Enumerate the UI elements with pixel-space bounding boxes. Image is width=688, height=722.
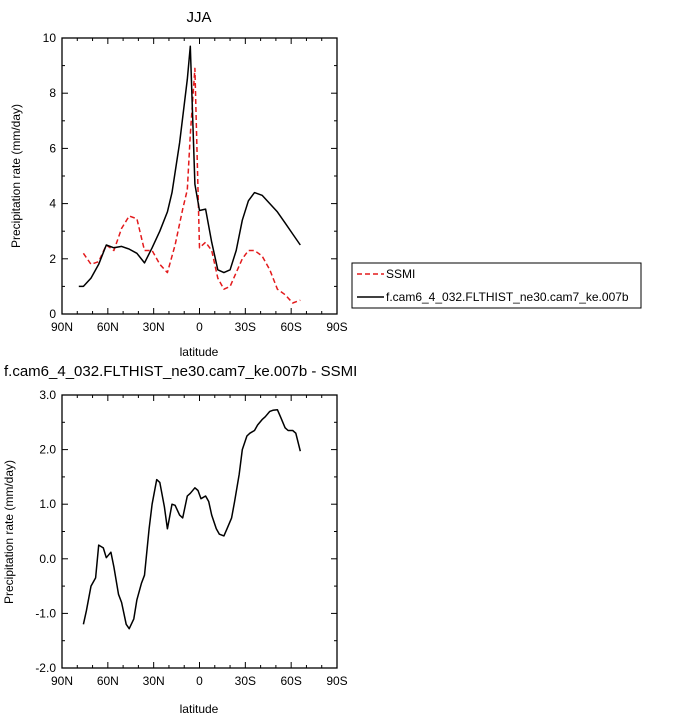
y-tick-label: -1.0 (35, 606, 56, 620)
x-tick-label: 30N (143, 674, 165, 688)
x-tick-label: 0 (196, 674, 203, 688)
axis-ticks: 90N 60N 30N 0 30S 60S 90S -2.0 -1.0 0.0 1.0 2.0 3.0 (35, 388, 347, 688)
y-tick-label: 6 (49, 141, 56, 155)
x-axis-label: latitude (180, 345, 219, 359)
x-tick-label: 60S (280, 320, 301, 334)
chart-title: JJA (186, 9, 211, 26)
y-tick-label: 10 (43, 31, 57, 45)
difference-chart: f.cam6_4_032.FLTHIST_ne30.cam7_ke.007b -… (2, 363, 357, 716)
axis-ticks: 90N 60N 30N 0 30S 60S 90S 0 2 4 6 8 10 (43, 31, 348, 334)
x-tick-label: 0 (196, 320, 203, 334)
y-tick-label: 2.0 (39, 443, 56, 457)
series-line-0 (82, 408, 302, 630)
x-tick-label: 30S (235, 674, 256, 688)
x-tick-label: 60S (280, 674, 301, 688)
y-tick-label: 4 (49, 197, 56, 211)
x-axis-label: latitude (180, 702, 219, 716)
legend-box (351, 262, 642, 309)
x-tick-label: 60N (97, 674, 119, 688)
legend-label-ssmi: SSMI (386, 267, 415, 281)
y-axis-label: Precipitation rate (mm/day) (2, 460, 16, 604)
y-tick-label: 1.0 (39, 497, 56, 511)
x-tick-label: 30S (235, 320, 256, 334)
data-lines (82, 408, 302, 630)
y-tick-label: 2 (49, 252, 56, 266)
chart-title: f.cam6_4_032.FLTHIST_ne30.cam7_ke.007b -… (4, 363, 357, 380)
y-tick-label: 0.0 (39, 552, 56, 566)
plot-frame (61, 37, 338, 315)
y-axis-label: Precipitation rate (mm/day) (9, 104, 23, 248)
x-tick-label: 90S (326, 674, 347, 688)
data-lines (78, 45, 301, 304)
x-tick-label: 60N (97, 320, 119, 334)
x-tick-label: 90N (51, 674, 73, 688)
series-line-1 (78, 45, 301, 288)
y-tick-label: 0 (49, 307, 56, 321)
y-tick-label: 3.0 (39, 388, 56, 402)
x-tick-label: 90N (51, 320, 73, 334)
y-tick-label: 8 (49, 86, 56, 100)
series-line-0 (82, 67, 301, 304)
x-tick-label: 90S (326, 320, 347, 334)
x-tick-label: 30N (143, 320, 165, 334)
y-tick-label: -2.0 (35, 661, 56, 675)
chart-legend: SSMI f.cam6_4_032.FLTHIST_ne30.cam7_ke.0… (351, 262, 642, 309)
legend-label-model: f.cam6_4_032.FLTHIST_ne30.cam7_ke.007b (386, 290, 629, 304)
